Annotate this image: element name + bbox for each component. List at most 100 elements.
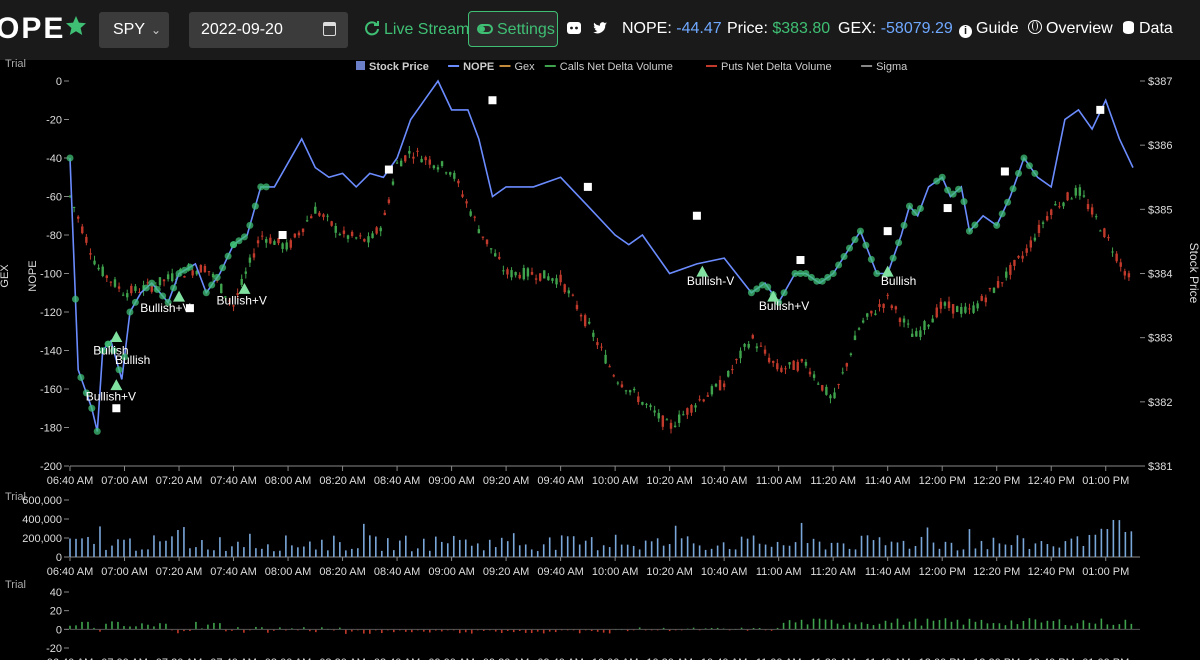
delta-chart[interactable]: 40 20 0 -20 06:40 AM 07:00 AM 07:20 AM 07:40 AM…: [0, 578, 1200, 660]
vol-x-tick-label: 12:40 PM: [1028, 566, 1075, 578]
candle-body: [784, 368, 787, 370]
volume-chart[interactable]: 600,000 400,000 200,000 0 06:40 AM 07:00 AM 07…: [0, 490, 1200, 580]
signal-marker: [993, 221, 1001, 229]
candle-body: [1000, 282, 1004, 284]
volume-bar: [1094, 534, 1097, 557]
volume-bar: [572, 536, 575, 557]
signal-marker: [235, 237, 243, 245]
candle-body: [980, 295, 983, 301]
volume-bar: [500, 537, 503, 557]
delta-bar: [524, 629, 527, 633]
signal-marker: [262, 183, 270, 191]
app-logo[interactable]: OPE: [0, 12, 66, 45]
volume-bar: [692, 543, 695, 557]
delta-bar: [285, 629, 287, 631]
delta-bar: [482, 629, 485, 631]
live-stream-button[interactable]: Live Stream: [364, 14, 469, 46]
candle-body: [76, 216, 80, 219]
candle-body: [1123, 271, 1127, 276]
candle-body: [518, 274, 521, 279]
signal-marker: [938, 173, 946, 181]
candle-body: [633, 388, 636, 391]
ticker-select[interactable]: SPY ⌄: [99, 12, 169, 48]
date-input[interactable]: 2022-09-20: [189, 12, 348, 48]
calendar-icon[interactable]: [323, 22, 336, 36]
x-tick-label: 07:40 AM: [210, 475, 256, 487]
volume-bar: [177, 530, 179, 557]
nope-line: [69, 79, 1134, 432]
signal-marker: [202, 289, 210, 297]
candle-body: [260, 235, 264, 237]
candle-body: [305, 220, 309, 222]
signal-marker: [153, 286, 161, 294]
signal-marker: [164, 298, 172, 306]
candle-body: [780, 367, 783, 372]
candle-body: [1025, 248, 1028, 253]
settings-button[interactable]: Settings: [468, 11, 558, 47]
delta-bar: [159, 623, 161, 630]
volume-bar: [608, 547, 611, 557]
volume-bar: [638, 549, 641, 557]
discord-icon[interactable]: [566, 20, 582, 36]
signal-annotation: Bullish+V: [217, 293, 267, 307]
volume-bar: [530, 549, 533, 557]
candle-body: [637, 396, 640, 403]
favorite-star-icon[interactable]: [64, 14, 88, 38]
gex-stat: GEX: -58079.29: [838, 20, 953, 38]
legend-label: NOPE: [463, 61, 494, 73]
volume-bar: [1016, 535, 1019, 557]
volume-bar: [1004, 544, 1007, 557]
delta-bar: [878, 623, 881, 630]
candle-body: [489, 248, 493, 250]
volume-bar: [237, 541, 239, 557]
event-marker: [278, 231, 287, 239]
event-marker: [943, 204, 952, 213]
y-tick-label: -140: [40, 346, 62, 358]
bullish-triangle: [767, 290, 780, 302]
x-tick-label: 07:00 AM: [101, 475, 147, 487]
data-link[interactable]: Data: [1123, 20, 1173, 38]
volume-bar: [219, 537, 221, 557]
candle-body: [1058, 206, 1061, 208]
delta-bar: [141, 623, 143, 630]
candle-body: [105, 275, 108, 279]
volume-bar: [351, 548, 353, 557]
delta-bar: [992, 623, 995, 630]
volume-bar: [980, 540, 983, 557]
main-chart[interactable]: Stock Price NOPE Gex Calls Net Delta Volume…: [0, 58, 1200, 490]
volume-bar: [566, 536, 569, 557]
guide-link[interactable]: i Guide: [959, 20, 1019, 38]
signal-marker: [867, 255, 875, 263]
vol-x-tick-label: 11:00 AM: [756, 566, 802, 578]
volume-bar: [734, 549, 737, 557]
volume-bar: [434, 536, 437, 557]
delta-bar: [434, 629, 437, 631]
candle-body: [162, 279, 166, 282]
overview-link[interactable]: Overview: [1028, 20, 1113, 38]
volume-bar: [375, 536, 377, 557]
candle-body: [367, 236, 370, 243]
candle-body: [772, 360, 775, 363]
candle-body: [195, 270, 198, 275]
globe-icon: [1028, 20, 1042, 34]
x-tick-label: 11:20 AM: [810, 475, 856, 487]
signal-marker: [960, 198, 968, 206]
delta-x-tick-label: 09:20 AM: [483, 657, 529, 660]
candle-body: [624, 390, 628, 392]
volume-bar: [1076, 536, 1079, 557]
candle-body: [473, 216, 476, 218]
delta-bar: [1124, 619, 1127, 630]
volume-bar: [231, 546, 233, 557]
signal-marker: [246, 221, 254, 229]
volume-bar: [261, 548, 263, 557]
delta-bar: [1070, 625, 1073, 630]
delta-bar: [464, 629, 467, 633]
twitter-icon[interactable]: [592, 20, 608, 36]
candle-body: [698, 399, 701, 401]
candle-body: [498, 256, 501, 259]
candle-body: [494, 253, 497, 257]
candle-body: [816, 383, 820, 385]
candle-body: [183, 276, 186, 278]
volume-bar: [153, 535, 155, 557]
y2-tick-label: $385: [1148, 204, 1172, 216]
